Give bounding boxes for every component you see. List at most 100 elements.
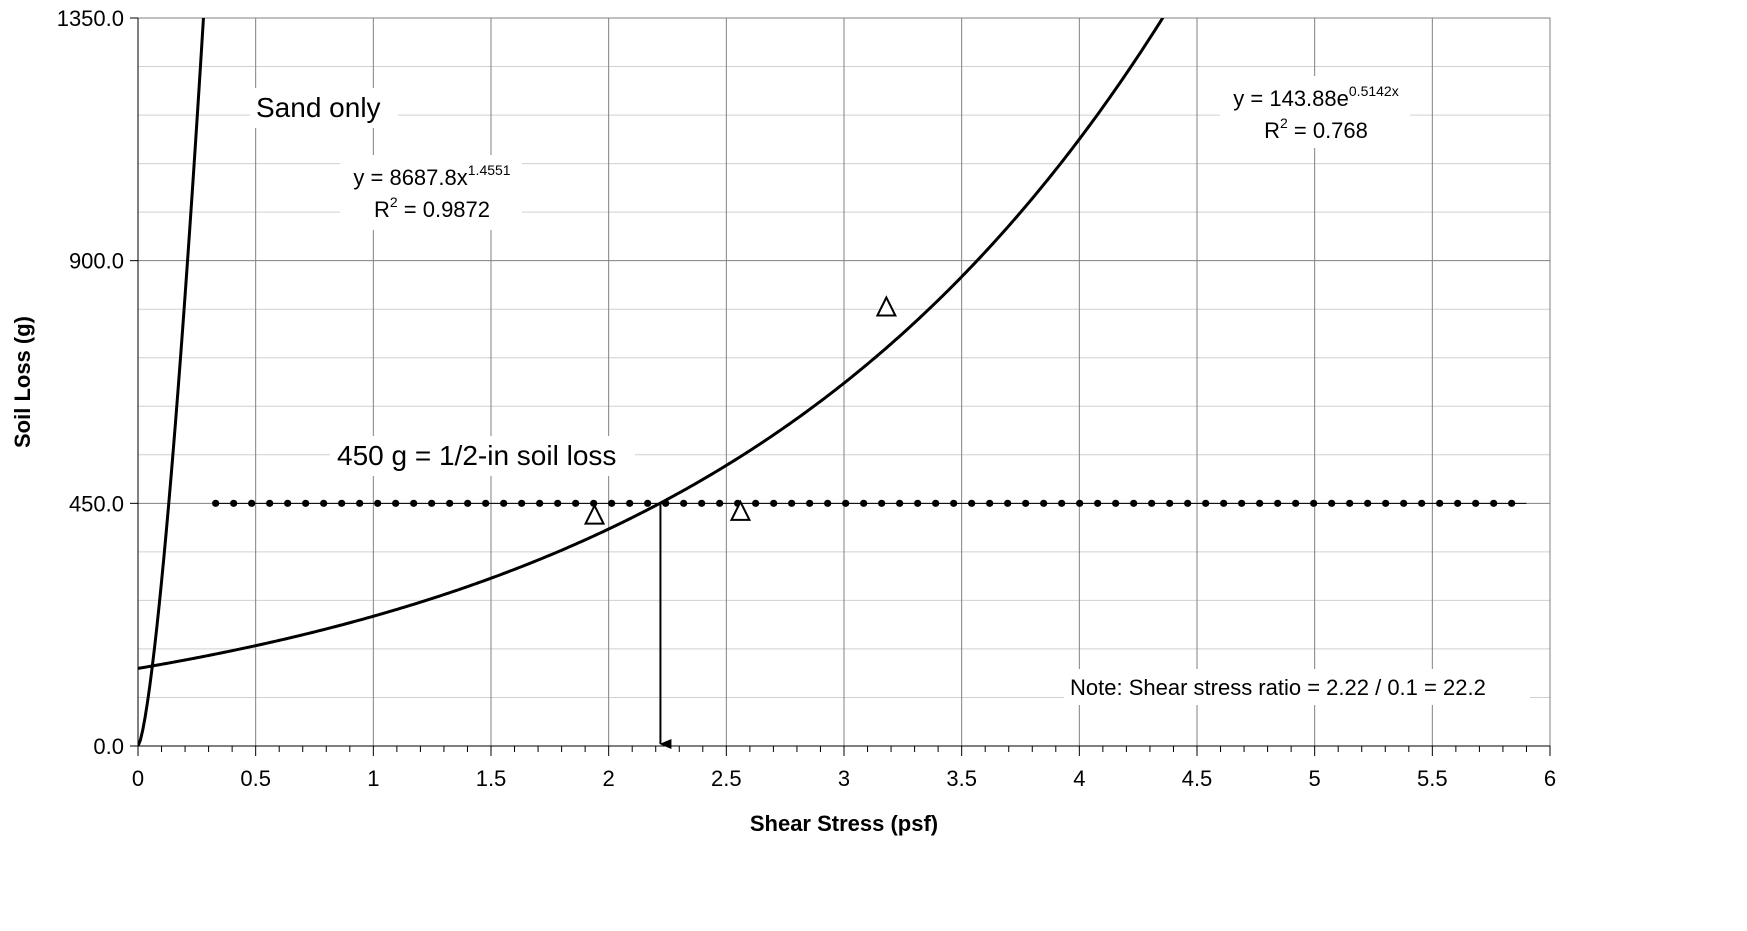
threshold-dot [554, 499, 562, 507]
x-axis-ticks: 0 0.5 1 1.5 2 2.5 3 3.5 4 4.5 5 5.5 6 [132, 745, 1556, 791]
threshold-dot [1382, 499, 1390, 507]
sand-only-annotation: Sand only [250, 88, 398, 128]
threshold-dot [932, 499, 940, 507]
threshold-dot [716, 499, 724, 507]
exp-fit-r2-value: = 0.768 [1288, 118, 1368, 143]
threshold-dot [1274, 499, 1282, 507]
sand-only-label-bg [250, 88, 398, 128]
x-tick-label: 3.5 [946, 766, 977, 791]
threshold-dot [284, 499, 292, 507]
power-fit-annotation: y = 8687.8x1.4551 R2 = 0.9872 [340, 155, 522, 230]
threshold-dot [986, 499, 994, 507]
y-tick-label: 1350.0 [57, 6, 124, 31]
threshold-dot [338, 499, 346, 507]
x-tick-label: 1.5 [476, 766, 507, 791]
threshold-dot [482, 499, 490, 507]
y-axis-ticks: 0.0 450.0 900.0 1350.0 [57, 6, 139, 759]
threshold-dot [644, 499, 652, 507]
x-tick-label: 6 [1544, 766, 1556, 791]
threshold-dot [230, 499, 238, 507]
threshold-line [212, 499, 1527, 507]
power-fit-equation-base: y = 8687.8x [353, 165, 467, 190]
threshold-dot [824, 499, 832, 507]
threshold-dot [1220, 499, 1228, 507]
threshold-dot [1148, 499, 1156, 507]
threshold-dot [968, 499, 976, 507]
threshold-dot [1130, 499, 1138, 507]
threshold-dot [1400, 499, 1408, 507]
threshold-dot [1238, 499, 1246, 507]
exp-fit-r2-superscript: 2 [1280, 115, 1288, 131]
threshold-dot [518, 499, 526, 507]
threshold-dot [590, 499, 598, 507]
threshold-dot [1058, 499, 1066, 507]
x-tick-label: 5.5 [1417, 766, 1448, 791]
threshold-dot [1256, 499, 1264, 507]
threshold-dot [1040, 499, 1048, 507]
threshold-dot [950, 499, 958, 507]
threshold-dot [1310, 499, 1318, 507]
x-tick-label: 0 [132, 766, 144, 791]
threshold-dot [1490, 499, 1498, 507]
threshold-dot [608, 499, 616, 507]
threshold-dot [1454, 499, 1462, 507]
threshold-dot [1328, 499, 1336, 507]
threshold-dot [1076, 499, 1084, 507]
x-tick-label: 2.5 [711, 766, 742, 791]
x-tick-label: 3 [838, 766, 850, 791]
power-fit-r2-value: = 0.9872 [398, 197, 490, 222]
y-axis-title: Soil Loss (g) [10, 316, 35, 448]
y-tick-label: 900.0 [69, 249, 124, 274]
exponential-trendline [138, 18, 1165, 670]
threshold-dot [428, 499, 436, 507]
threshold-dot [1004, 499, 1012, 507]
power-fit-r2-symbol: R [374, 197, 390, 222]
threshold-dot [770, 499, 778, 507]
x-tick-label: 1 [367, 766, 379, 791]
threshold-dot [1436, 499, 1444, 507]
data-point-triangle [583, 503, 606, 525]
threshold-dot [266, 499, 274, 507]
y-tick-label: 0.0 [93, 734, 124, 759]
threshold-dot [788, 499, 796, 507]
sand-only-label: Sand only [256, 92, 381, 123]
x-tick-label: 0.5 [240, 766, 271, 791]
threshold-dot [446, 499, 454, 507]
x-axis-title: Shear Stress (psf) [750, 811, 938, 836]
threshold-dot [1364, 499, 1372, 507]
threshold-dot [356, 499, 364, 507]
data-point-triangle [729, 499, 752, 521]
power-fit-equation-exponent: 1.4551 [468, 162, 511, 178]
exp-fit-annotation: y = 143.88e0.5142x R2 = 0.768 [1220, 76, 1410, 148]
threshold-dot [572, 499, 580, 507]
threshold-dot [248, 499, 256, 507]
x-tick-label: 4 [1073, 766, 1085, 791]
threshold-dot [1184, 499, 1192, 507]
threshold-dot [860, 499, 868, 507]
exp-fit-label-bg [1220, 76, 1410, 148]
power-fit-equation: y = 8687.8x1.4551 [353, 162, 510, 190]
threshold-dot [752, 499, 760, 507]
threshold-dot [302, 499, 310, 507]
threshold-dot [680, 499, 688, 507]
threshold-dot [1472, 499, 1480, 507]
threshold-dot [626, 499, 634, 507]
threshold-dot [320, 499, 328, 507]
threshold-dot [1292, 499, 1300, 507]
threshold-dot [464, 499, 472, 507]
power-fit-r2-superscript: 2 [390, 194, 398, 210]
threshold-dot [1418, 499, 1426, 507]
threshold-dot [212, 499, 220, 507]
threshold-dot [1508, 499, 1516, 507]
threshold-dot [698, 499, 706, 507]
threshold-dot [1112, 499, 1120, 507]
x-tick-label: 4.5 [1182, 766, 1213, 791]
exp-fit-equation-base: y = 143.88e [1233, 86, 1349, 111]
threshold-dot [392, 499, 400, 507]
threshold-dot [410, 499, 418, 507]
threshold-dot [374, 499, 382, 507]
threshold-dot [896, 499, 904, 507]
threshold-dot [1022, 499, 1030, 507]
note-annotation: Note: Shear stress ratio = 2.22 / 0.1 = … [1064, 669, 1530, 705]
